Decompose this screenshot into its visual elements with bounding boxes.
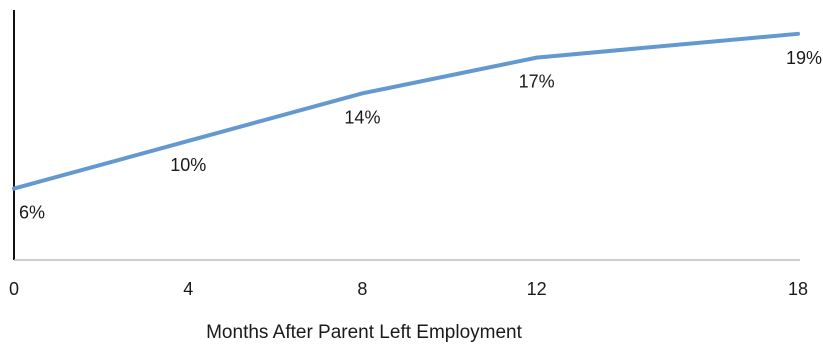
x-axis-ticks: 0 4 8 12 18	[9, 279, 808, 299]
data-label: 10%	[170, 155, 206, 175]
data-label: 6%	[19, 203, 45, 223]
x-tick-label: 8	[357, 279, 367, 299]
x-tick-label: 18	[788, 279, 808, 299]
x-tick-label: 4	[183, 279, 193, 299]
x-tick-label: 0	[9, 279, 19, 299]
data-label: 17%	[519, 72, 555, 92]
x-tick-label: 12	[527, 279, 547, 299]
data-label: 14%	[344, 107, 380, 127]
data-labels: 6% 10% 14% 17% 19%	[19, 48, 822, 223]
data-label: 19%	[786, 48, 822, 68]
x-axis-title: Months After Parent Left Employment	[206, 322, 522, 343]
series-line	[12, 31, 800, 191]
